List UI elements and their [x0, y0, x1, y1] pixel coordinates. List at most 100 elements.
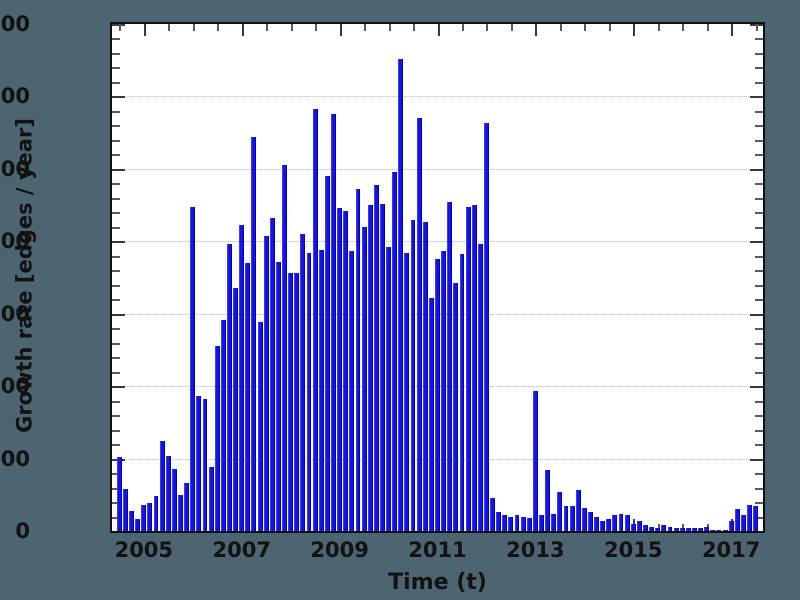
- y-axis-minor-tick: [112, 197, 120, 200]
- y-axis-tick-label: 25000: [0, 156, 30, 181]
- y-axis-minor-tick: [112, 226, 120, 229]
- bar: [447, 202, 453, 531]
- y-axis-minor-tick: [755, 183, 763, 186]
- x-axis-minor-tick: [217, 24, 220, 31]
- bar: [753, 506, 759, 531]
- y-axis-minor-tick: [112, 429, 120, 432]
- bar: [740, 515, 746, 531]
- y-axis-minor-tick: [112, 415, 120, 418]
- x-axis-minor-tick: [461, 24, 464, 31]
- bar: [685, 528, 691, 531]
- bar: [612, 515, 618, 531]
- bar: [428, 297, 434, 531]
- y-axis-minor-tick: [112, 516, 120, 519]
- y-axis-minor-tick: [112, 270, 120, 273]
- bar: [459, 254, 465, 531]
- bar: [588, 512, 593, 531]
- y-axis-minor-tick: [112, 502, 120, 505]
- y-axis-minor-tick: [755, 328, 763, 331]
- x-axis-minor-tick: [315, 24, 318, 31]
- x-axis-minor-tick: [290, 24, 293, 31]
- y-axis-minor-tick: [755, 371, 763, 374]
- bar: [171, 468, 177, 531]
- x-axis-tick-label: 2011: [408, 538, 467, 562]
- x-axis-minor-tick: [657, 524, 660, 531]
- bar: [159, 441, 165, 531]
- y-axis-minor-tick: [755, 212, 763, 215]
- bar: [624, 515, 630, 531]
- y-axis-minor-tick: [112, 299, 120, 302]
- y-axis-minor-tick: [112, 473, 120, 476]
- bar: [245, 263, 251, 531]
- y-axis-minor-tick: [112, 139, 120, 142]
- bar: [116, 457, 122, 531]
- y-axis-major-tick: [112, 313, 125, 316]
- x-axis-minor-tick: [682, 524, 685, 531]
- x-axis-title: Time (t): [388, 570, 487, 595]
- bar: [643, 525, 648, 531]
- bar: [410, 219, 416, 531]
- y-axis-minor-tick: [755, 110, 763, 113]
- y-axis-major-tick: [750, 168, 763, 171]
- bar: [379, 203, 385, 531]
- bar: [214, 345, 220, 531]
- bar: [594, 516, 600, 531]
- plot-inner: [112, 24, 763, 531]
- y-axis-minor-tick: [112, 183, 120, 186]
- bar: [618, 513, 624, 531]
- y-axis-minor-tick: [755, 52, 763, 55]
- gridline-horizontal: [112, 168, 763, 170]
- bar: [435, 258, 440, 531]
- y-axis-tick-label: 5000: [0, 446, 30, 471]
- bar: [349, 251, 355, 531]
- bar: [734, 509, 740, 531]
- y-axis-minor-tick: [755, 487, 763, 490]
- x-axis-minor-tick: [559, 24, 562, 31]
- bar: [312, 109, 318, 531]
- y-axis-minor-tick: [112, 125, 120, 128]
- bar: [398, 58, 404, 531]
- bar: [367, 205, 373, 531]
- x-axis-minor-tick: [266, 24, 269, 31]
- bar: [184, 483, 190, 531]
- y-axis-minor-tick: [755, 415, 763, 418]
- bar: [251, 137, 257, 531]
- y-axis-minor-tick: [755, 255, 763, 258]
- y-axis-minor-tick: [112, 154, 120, 157]
- y-axis-minor-tick: [112, 284, 120, 287]
- y-axis-tick-label: 0: [15, 519, 30, 543]
- x-axis-minor-tick: [510, 24, 513, 31]
- bar: [275, 261, 281, 531]
- bar: [318, 249, 324, 531]
- bar: [165, 455, 171, 531]
- y-axis-minor-tick: [755, 502, 763, 505]
- bar: [129, 510, 135, 531]
- bar: [220, 319, 226, 531]
- y-axis-minor-tick: [112, 110, 120, 113]
- y-axis-minor-tick: [112, 67, 120, 70]
- bar: [208, 467, 214, 531]
- y-axis-minor-tick: [755, 67, 763, 70]
- y-axis-minor-tick: [755, 516, 763, 519]
- bar: [288, 273, 294, 531]
- y-axis-minor-tick: [112, 357, 120, 360]
- y-axis-minor-tick: [755, 197, 763, 200]
- x-axis-minor-tick: [192, 24, 195, 31]
- bar: [404, 252, 410, 531]
- bar: [239, 225, 245, 531]
- bar: [227, 244, 232, 531]
- y-axis-minor-tick: [755, 400, 763, 403]
- x-axis-tick-label: 2009: [310, 538, 369, 562]
- bar: [306, 252, 312, 531]
- bar: [135, 519, 141, 531]
- y-axis-major-tick: [750, 96, 763, 99]
- y-axis-title: Growth rate [edges / year]: [12, 118, 37, 433]
- y-axis-major-tick: [750, 313, 763, 316]
- x-axis-minor-tick: [364, 24, 367, 31]
- bar: [722, 529, 728, 531]
- bar: [747, 504, 752, 531]
- x-axis-tick-label: 2005: [114, 538, 174, 562]
- bar: [386, 247, 391, 531]
- y-axis-major-tick: [750, 241, 763, 244]
- bar: [557, 491, 563, 531]
